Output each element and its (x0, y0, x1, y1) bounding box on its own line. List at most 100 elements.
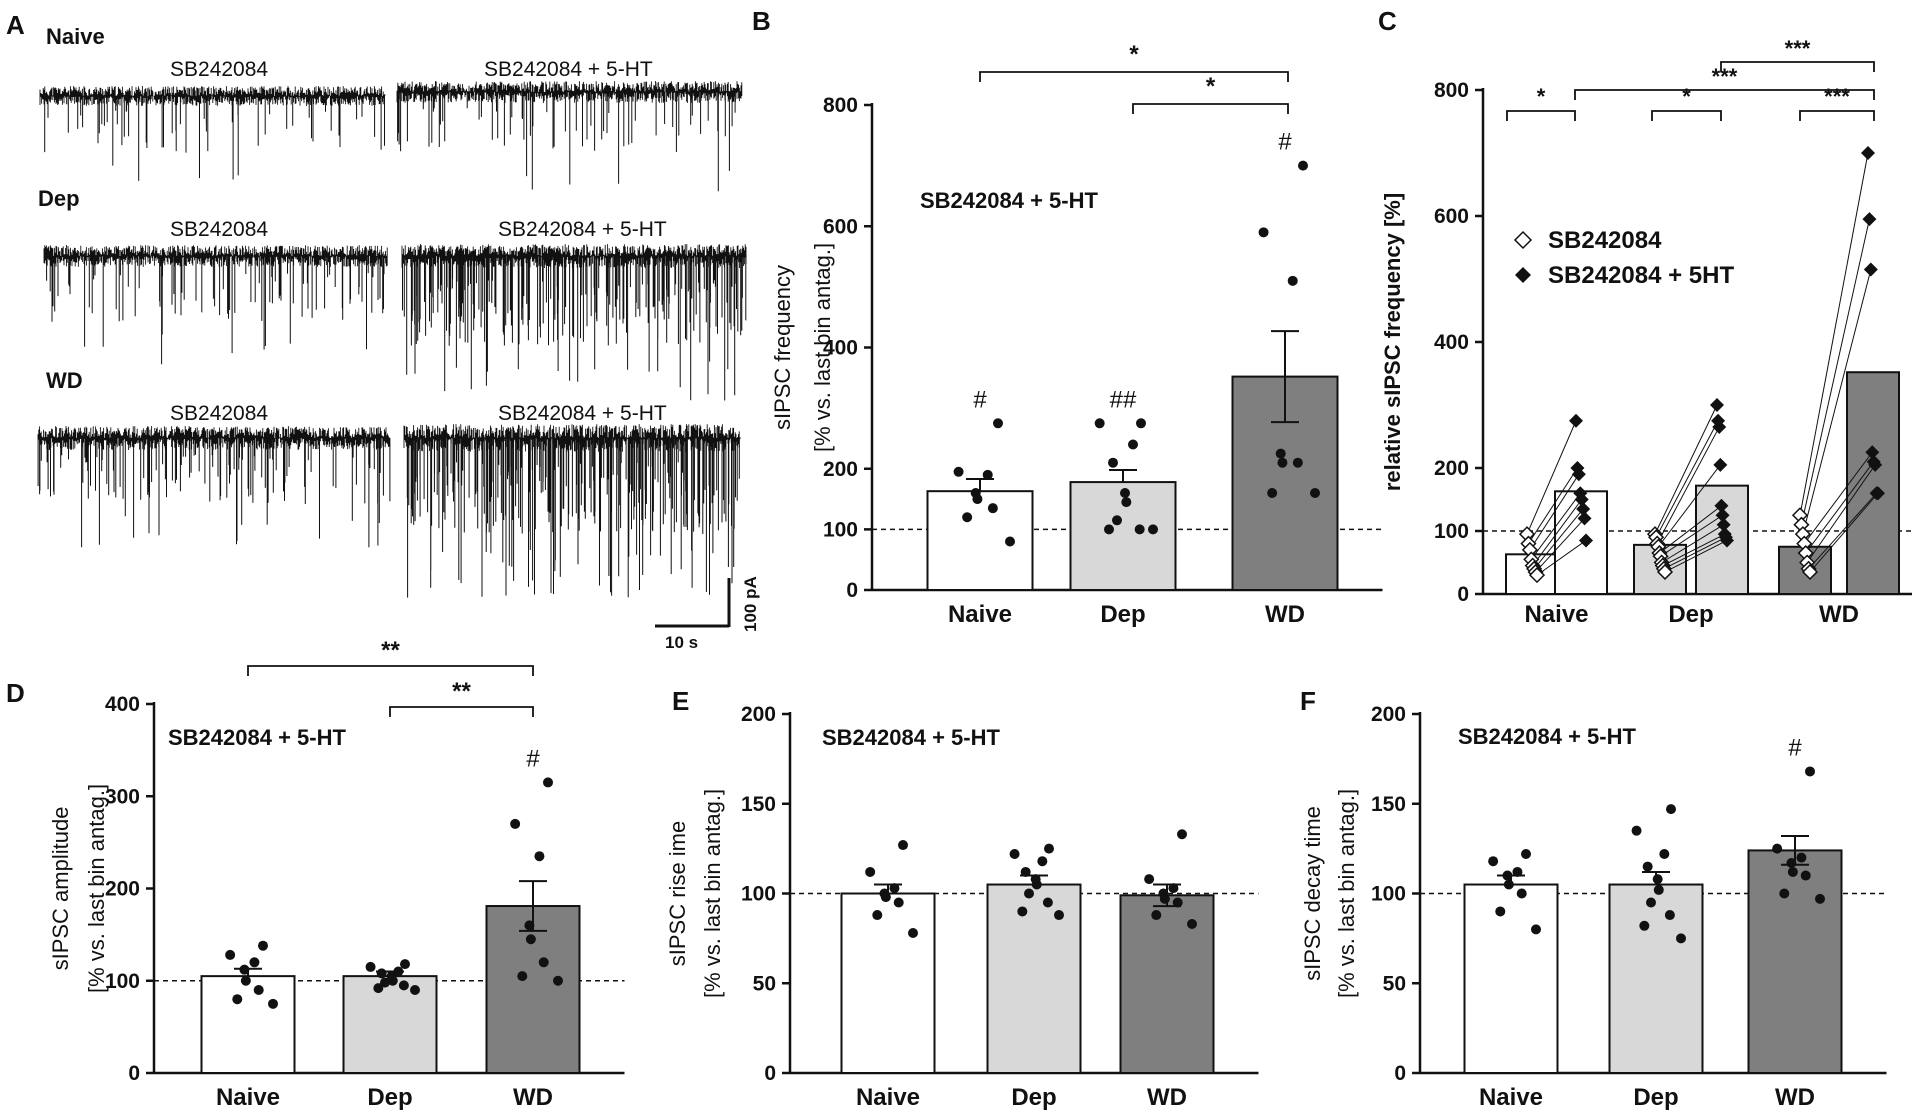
data-point (982, 469, 993, 480)
data-point (1488, 856, 1499, 867)
significance-stars: * (1537, 84, 1546, 109)
data-point (993, 418, 1003, 429)
y-tick-label: 400 (1434, 331, 1469, 354)
trace-label-dep-right: SB242084 + 5-HT (498, 218, 667, 241)
trace-noise (39, 86, 386, 106)
data-point (1646, 897, 1656, 908)
x-tick-label-wd: WD (1819, 601, 1859, 628)
data-point (1177, 829, 1187, 840)
significance-marker-hash: ## (1110, 386, 1137, 413)
trace-events (44, 96, 385, 181)
trace-wd-right (403, 424, 741, 598)
trace-label-wd-right: SB242084 + 5-HT (498, 402, 667, 425)
paired-line (1535, 518, 1585, 573)
bar-naive (1463, 883, 1559, 1075)
data-point (232, 994, 243, 1005)
y-tick-label: 0 (846, 579, 858, 602)
data-point (987, 503, 998, 514)
data-point (962, 512, 973, 523)
y-tick-label: 100 (741, 883, 776, 906)
y-tick-label: 150 (741, 793, 776, 816)
data-point-filled-diamond (1577, 511, 1592, 526)
data-point (1094, 418, 1105, 429)
data-point (1652, 874, 1663, 885)
y-tick-label: 0 (1457, 583, 1469, 606)
trace-label-dep-left: SB242084 (170, 218, 268, 241)
paired-line (1803, 451, 1873, 544)
data-point-filled-diamond (1574, 492, 1589, 507)
data-point (1112, 515, 1122, 526)
significance-stars: *** (1712, 64, 1738, 89)
bar-naive (840, 892, 936, 1074)
bar-naive-sb242084-5ht (1554, 490, 1608, 595)
x-tick-label-wd: WD (513, 1084, 553, 1111)
panel-letter-f: F (1300, 686, 1316, 716)
y-tick-label: 200 (1371, 703, 1406, 726)
paired-line (1536, 540, 1587, 576)
y-tick-label: 200 (741, 703, 776, 726)
data-point (889, 883, 900, 894)
legend-open-diamond-icon (1513, 230, 1533, 250)
paired-line (1800, 219, 1870, 525)
data-point-filled-diamond (1871, 486, 1885, 501)
chart-d-amplitude: 0 100 200 300 400 Naive Dep WD # SB242084 + 5-HT s… (48, 637, 625, 1111)
data-point (1144, 874, 1155, 885)
bar-dep (1608, 883, 1704, 1075)
x-tick-label-naive: Naive (216, 1084, 280, 1111)
bar-dep (986, 883, 1082, 1075)
data-point (1502, 870, 1513, 881)
data-point (953, 466, 964, 477)
data-point (1104, 524, 1114, 535)
data-point (1031, 879, 1042, 890)
trace-naive-right (396, 81, 743, 192)
significance-stars: ** (452, 678, 471, 705)
paired-line (1654, 404, 1718, 535)
chart-f-decay-time: 0 50 100 150 200 Naive Dep WD # SB242084 + 5-HT sI… (1300, 703, 1887, 1111)
data-point-filled-diamond (1715, 508, 1730, 523)
data-point (380, 977, 390, 988)
data-point (1042, 897, 1053, 908)
significance-stars: *** (1785, 36, 1811, 61)
x-tick-label-dep: Dep (367, 1084, 412, 1111)
data-point (517, 971, 528, 982)
data-point (1659, 849, 1670, 860)
data-point (1786, 857, 1797, 868)
x-tick-label-naive: Naive (1479, 1084, 1543, 1111)
data-point-filled-diamond (1571, 467, 1586, 482)
significance-stars: *** (1824, 84, 1850, 109)
data-point (872, 910, 883, 921)
chart-title: SB242084 + 5-HT (1458, 724, 1636, 749)
panel-letter-d: D (6, 678, 25, 708)
data-point (225, 949, 236, 960)
paired-line (1808, 492, 1877, 570)
trace-group-label-naive: Naive (46, 24, 105, 49)
paired-line (1799, 152, 1869, 516)
data-point (534, 851, 545, 862)
trace-group-label-wd: WD (46, 368, 83, 393)
paired-line (1655, 420, 1719, 538)
chart-e-rise-time: 0 50 100 150 200 Naive Dep WD SB242084 + 5-HT sIP… (665, 703, 1259, 1111)
significance-stars: ** (381, 637, 400, 664)
bar-wd (1747, 849, 1843, 1074)
significance-marker-hash: # (526, 745, 540, 772)
trace-dep-right (401, 244, 747, 401)
data-point (253, 984, 264, 995)
data-point (1120, 488, 1130, 498)
bar-dep (342, 975, 438, 1075)
y-tick-label: 0 (128, 1062, 140, 1085)
significance-bracket (1720, 61, 1875, 72)
panel-a-traces: Naive SB242084 SB242084 + 5-HT Dep SB242… (37, 24, 760, 652)
paired-line (1659, 505, 1722, 554)
data-point (1531, 924, 1541, 935)
paired-line (1809, 492, 1879, 573)
y-tick-label: 200 (105, 878, 140, 901)
x-tick-label-naive: Naive (948, 601, 1012, 628)
significance-bracket (1506, 110, 1576, 121)
data-point (543, 777, 553, 788)
trace-events (397, 92, 736, 192)
significance-marker-hash: # (973, 386, 987, 413)
data-point-filled-diamond (1714, 498, 1729, 513)
data-point (1020, 866, 1031, 877)
data-point (538, 957, 549, 968)
